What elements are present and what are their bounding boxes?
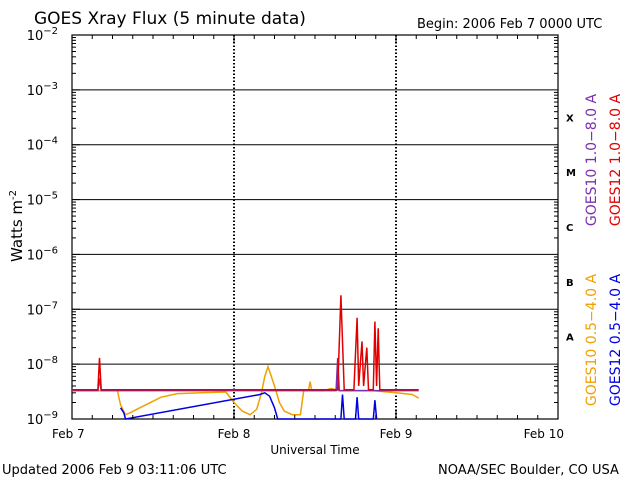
y-tick-label: 10−8 bbox=[27, 355, 58, 373]
begin-label: Begin: 2006 Feb 7 0000 UTC bbox=[417, 17, 602, 32]
grid-layer bbox=[72, 35, 558, 419]
legend-item: GOES12 1.0−8.0 A bbox=[608, 94, 624, 227]
y-tick-label: 10−4 bbox=[27, 136, 58, 154]
updated-label: Updated 2006 Feb 9 03:11:06 UTC bbox=[2, 463, 227, 478]
y-tick-label: 10−2 bbox=[27, 26, 58, 44]
x-tick-label: Feb 10 bbox=[524, 427, 564, 441]
x-axis-label: Universal Time bbox=[270, 443, 359, 457]
legend-item: GOES10 1.0−8.0 A bbox=[584, 94, 600, 227]
legend-item: GOES10 0.5−4.0 A bbox=[584, 274, 600, 407]
chart-title: GOES Xray Flux (5 minute data) bbox=[34, 9, 306, 29]
legend: GOES10 1.0−8.0 A GOES12 1.0−8.0 A GOES10 0… bbox=[584, 94, 624, 407]
legend-item: GOES12 0.5−4.0 A bbox=[608, 274, 624, 407]
flare-class-label: A bbox=[566, 333, 574, 344]
series-line bbox=[72, 295, 419, 391]
y-tick-label: 10−9 bbox=[27, 410, 58, 428]
y-tick-label: 10−5 bbox=[27, 191, 58, 209]
x-tick-label: Feb 8 bbox=[218, 427, 251, 441]
series-layer bbox=[72, 295, 420, 420]
y-tick-label: 10−6 bbox=[27, 245, 58, 263]
credit-label: NOAA/SEC Boulder, CO USA bbox=[438, 463, 619, 478]
x-tick-label: Feb 9 bbox=[380, 427, 413, 441]
flare-class-label: X bbox=[566, 113, 574, 124]
y-axis-label: Watts m-2 bbox=[8, 190, 26, 262]
flare-class-label: B bbox=[566, 278, 574, 289]
flare-class-label: M bbox=[566, 168, 576, 179]
y-tick-label: 10−7 bbox=[27, 300, 58, 318]
series-line bbox=[119, 391, 378, 420]
flare-class-label: C bbox=[566, 223, 573, 234]
y-tick-label: 10−3 bbox=[27, 81, 58, 99]
series-line bbox=[72, 364, 420, 416]
x-tick-label: Feb 7 bbox=[52, 427, 85, 441]
plot-frame bbox=[71, 34, 559, 420]
